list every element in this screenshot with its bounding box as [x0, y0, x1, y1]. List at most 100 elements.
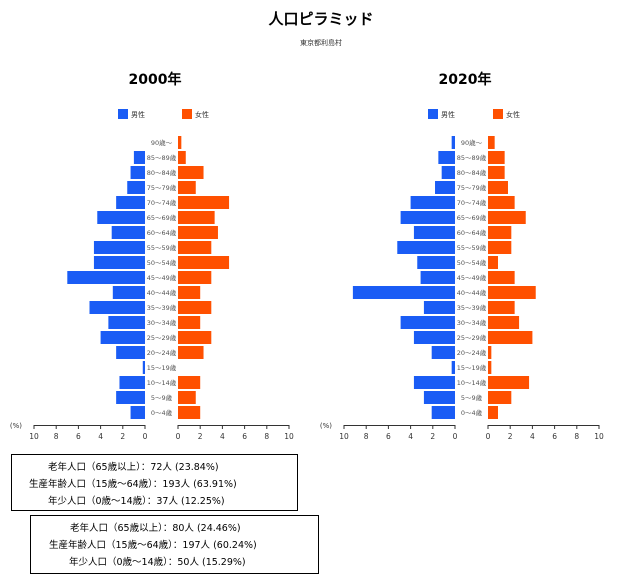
category-label: 45～49歳 [457, 273, 487, 282]
category-label: 40～44歳 [457, 288, 487, 297]
page-subtitle: 東京都利島村 [300, 39, 342, 47]
bar-male [410, 196, 455, 209]
tick-label: 4 [408, 432, 413, 441]
bar-female [178, 196, 230, 209]
bar-female [488, 256, 498, 269]
legend-label-female: 女性 [195, 110, 209, 119]
bar-female [178, 256, 230, 269]
bar-male [352, 286, 455, 299]
bar-female [488, 181, 508, 194]
category-label: 65～69歳 [457, 213, 487, 222]
chart-title: 2020年 [439, 71, 492, 88]
summary-working: 生産年齢人口（15歳～64歳）：197人 (60.24%) [49, 540, 257, 551]
bar-male [400, 316, 455, 329]
tick-label: 4 [220, 432, 225, 441]
summary-working: 生産年齢人口（15歳～64歳）：193人 (63.91%) [29, 479, 237, 490]
legend-label-female: 女性 [506, 110, 520, 119]
bar-male [441, 166, 455, 179]
summary-elderly: 老年人口（65歳以上）：72人 (23.84%) [48, 462, 219, 473]
category-label: 35～39歳 [457, 303, 487, 312]
category-label: 65～69歳 [147, 213, 177, 222]
category-label: 85～89歳 [147, 153, 177, 162]
category-label: 85～89歳 [457, 153, 487, 162]
category-label: 25～29歳 [457, 333, 487, 342]
bar-female [178, 391, 196, 404]
bar-male [400, 211, 455, 224]
bar-male [108, 316, 145, 329]
category-label: 20～24歳 [147, 348, 177, 357]
bar-male [89, 301, 145, 314]
page-title: 人口ピラミッド [268, 10, 374, 28]
category-label: 50～54歳 [147, 258, 177, 267]
bar-female [178, 301, 212, 314]
bar-male [431, 346, 455, 359]
tick-label: 0 [176, 432, 181, 441]
tick-label: 2 [198, 432, 203, 441]
category-label: 0～4歳 [151, 408, 173, 417]
category-label: 80～84歳 [147, 168, 177, 177]
axis-unit-label: (%) [320, 422, 332, 430]
bar-male [142, 361, 145, 374]
category-label: 5～9歳 [151, 393, 173, 402]
tick-label: 2 [430, 432, 435, 441]
bar-female [488, 361, 492, 374]
bar-male [420, 271, 455, 284]
category-label: 15～19歳 [457, 363, 487, 372]
tick-label: 8 [264, 432, 269, 441]
category-label: 80～84歳 [457, 168, 487, 177]
chart-title: 2000年 [129, 71, 182, 88]
bar-female [178, 286, 201, 299]
tick-label: 4 [98, 432, 103, 441]
category-label: 45～49歳 [147, 273, 177, 282]
legend-label-male: 男性 [441, 110, 455, 119]
bar-male [438, 151, 455, 164]
tick-label: 6 [242, 432, 247, 441]
bar-female [488, 241, 512, 254]
category-label: 75～79歳 [147, 183, 177, 192]
category-label: 10～14歳 [147, 378, 177, 387]
category-label: 50～54歳 [457, 258, 487, 267]
bar-female [488, 376, 530, 389]
bar-male [435, 181, 455, 194]
bar-male [111, 226, 145, 239]
bar-male [119, 376, 145, 389]
legend-label-male: 男性 [131, 110, 145, 119]
legend-swatch-male [118, 109, 128, 119]
bar-female [488, 346, 492, 359]
bar-female [488, 166, 505, 179]
category-label: 55～59歳 [147, 243, 177, 252]
category-label: 60～64歳 [147, 228, 177, 237]
category-label: 25～29歳 [147, 333, 177, 342]
tick-label: 8 [54, 432, 59, 441]
tick-label: 8 [364, 432, 369, 441]
bar-female [178, 136, 182, 149]
bar-female [488, 226, 512, 239]
bar-female [488, 331, 533, 344]
bar-male [413, 226, 455, 239]
category-label: 90歳～ [461, 138, 483, 147]
bar-female [178, 151, 186, 164]
category-label: 20～24歳 [457, 348, 487, 357]
summary-young: 年少人口（0歳～14歳）：50人 (15.29%) [69, 557, 246, 568]
tick-label: 0 [453, 432, 458, 441]
tick-label: 6 [76, 432, 81, 441]
category-label: 70～74歳 [147, 198, 177, 207]
category-label: 60～64歳 [457, 228, 487, 237]
bar-female [178, 406, 201, 419]
category-label: 30～34歳 [457, 318, 487, 327]
bar-male [116, 346, 145, 359]
summary-box-2020: 老年人口（65歳以上）：80人 (24.46%) 生産年齢人口（15歳～64歳）… [30, 515, 319, 574]
bar-male [451, 361, 455, 374]
bar-female [178, 346, 204, 359]
bar-female [488, 316, 520, 329]
category-label: 70～74歳 [457, 198, 487, 207]
bar-male [112, 286, 145, 299]
tick-label: 2 [120, 432, 125, 441]
tick-label: 4 [530, 432, 535, 441]
tick-label: 10 [594, 432, 604, 441]
legend-swatch-male [428, 109, 438, 119]
tick-label: 6 [386, 432, 391, 441]
bar-female [488, 151, 505, 164]
summary-young: 年少人口（0歳～14歳）：37人 (12.25%) [48, 496, 225, 507]
